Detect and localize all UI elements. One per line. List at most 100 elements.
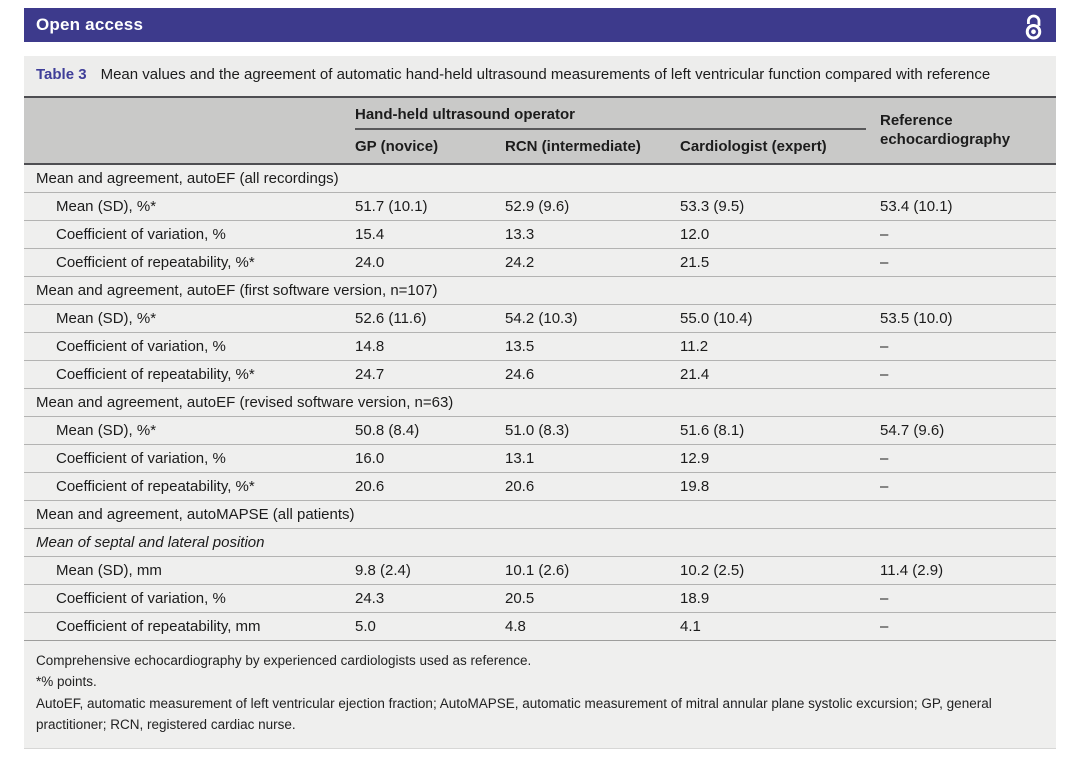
row-label: Mean (SD), mm — [56, 561, 162, 579]
column-header-gp: GP (novice) — [355, 137, 439, 155]
row-value: 12.0 — [680, 225, 710, 243]
table-row: Coefficient of variation, % 24.3 20.5 18.9 – — [24, 585, 1056, 613]
row-value: 24.6 — [505, 365, 535, 383]
row-value: 14.8 — [355, 337, 385, 355]
row-value: 4.1 — [680, 617, 701, 635]
row-value: 53.4 (10.1) — [880, 197, 953, 215]
row-value: – — [880, 365, 889, 383]
row-value: 13.1 — [505, 449, 535, 467]
row-label: Coefficient of variation, % — [56, 225, 226, 243]
row-label: Coefficient of variation, % — [56, 589, 226, 607]
column-header-rcn: RCN (intermediate) — [505, 137, 641, 155]
footnote-percent-points: *% points. — [36, 674, 97, 690]
row-value: – — [880, 253, 889, 271]
row-value: 51.6 (8.1) — [680, 421, 745, 439]
row-value: 55.0 (10.4) — [680, 309, 753, 327]
footnote-reference: Comprehensive echocardiography by experi… — [36, 652, 532, 668]
row-value: 5.0 — [355, 617, 376, 635]
row-value: – — [880, 589, 889, 607]
row-value: 24.7 — [355, 365, 385, 383]
column-header-reference: Reference echocardiography — [880, 111, 1011, 148]
row-value: 16.0 — [355, 449, 385, 467]
row-value: 54.7 (9.6) — [880, 421, 945, 439]
row-label: Mean (SD), %* — [56, 197, 157, 215]
row-value: 24.2 — [505, 253, 535, 271]
page: Open access Table 3 Mean values and the a… — [24, 8, 1056, 749]
row-value: 52.6 (11.6) — [355, 309, 427, 327]
table-caption-number: Table 3 — [36, 66, 87, 83]
row-value: 53.3 (9.5) — [680, 197, 745, 215]
row-value: 24.3 — [355, 589, 385, 607]
row-value: – — [880, 477, 889, 495]
row-value: – — [880, 337, 889, 355]
row-value: 53.5 (10.0) — [880, 309, 953, 327]
table-row: Coefficient of repeatability, %* 20.6 20.6… — [24, 473, 1056, 501]
row-label: Coefficient of repeatability, %* — [56, 365, 255, 383]
row-value: – — [880, 617, 889, 635]
row-label: Coefficient of variation, % — [56, 449, 226, 467]
row-value: 24.0 — [355, 253, 385, 271]
row-value: 10.1 (2.6) — [505, 561, 570, 579]
section-header-label: Mean and agreement, autoEF (all recordin… — [36, 169, 339, 187]
table-header: Hand-held ultrasound operator Reference … — [24, 97, 1056, 165]
row-value: 51.7 (10.1) — [355, 197, 428, 215]
row-value: 20.6 — [505, 477, 535, 495]
open-access-banner: Open access — [24, 8, 1056, 42]
section-header-row: Mean and agreement, autoEF (first softwa… — [24, 277, 1056, 305]
row-value: 15.4 — [355, 225, 385, 243]
row-value: 19.8 — [680, 477, 710, 495]
table-row: Mean (SD), %* 51.7 (10.1) 52.9 (9.6) 53.3 (… — [24, 193, 1056, 221]
row-value: 21.4 — [680, 365, 710, 383]
row-label: Mean (SD), %* — [56, 309, 157, 327]
row-value: 11.4 (2.9) — [880, 561, 944, 579]
row-label: Coefficient of repeatability, %* — [56, 477, 255, 495]
row-value: 51.0 (8.3) — [505, 421, 570, 439]
table-row: Coefficient of repeatability, %* 24.0 24.2… — [24, 249, 1056, 277]
row-value: 11.2 — [680, 337, 709, 355]
section-header-label: Mean and agreement, autoEF (first softwa… — [36, 281, 438, 299]
row-value: 18.9 — [680, 589, 710, 607]
open-access-icon — [1021, 10, 1046, 41]
section-header-row: Mean and agreement, autoEF (all recordin… — [24, 165, 1056, 193]
row-value: 20.5 — [505, 589, 535, 607]
row-value: 13.3 — [505, 225, 535, 243]
row-label: Coefficient of repeatability, mm — [56, 617, 261, 635]
row-value: 20.6 — [355, 477, 385, 495]
row-value: 50.8 (8.4) — [355, 421, 420, 439]
table-row: Coefficient of repeatability, mm 5.0 4.8 4.… — [24, 613, 1056, 641]
row-value: 54.2 (10.3) — [505, 309, 578, 327]
table-footnotes: Comprehensive echocardiography by experi… — [24, 640, 1056, 749]
section-header-label: Mean and agreement, autoMAPSE (all patie… — [36, 505, 355, 523]
banner-title: Open access — [36, 15, 144, 34]
table-row: Coefficient of repeatability, %* 24.7 24.6… — [24, 361, 1056, 389]
row-value: 52.9 (9.6) — [505, 197, 570, 215]
table-row: Coefficient of variation, % 15.4 13.3 12.0 – — [24, 221, 1056, 249]
table-body: Mean and agreement, autoEF (all recordin… — [24, 164, 1056, 641]
row-value: 21.5 — [680, 253, 710, 271]
column-header-cardiologist: Cardiologist (expert) — [680, 137, 827, 155]
row-value: – — [880, 449, 889, 467]
row-label: Coefficient of repeatability, %* — [56, 253, 255, 271]
table-caption-text: Mean values and the agreement of automat… — [100, 66, 991, 83]
section-header-row: Mean and agreement, autoMAPSE (all patie… — [24, 501, 1056, 529]
row-label: Mean (SD), %* — [56, 421, 157, 439]
group-header-label: Hand-held ultrasound operator — [355, 106, 866, 130]
row-value: 13.5 — [505, 337, 535, 355]
section-header-row: Mean and agreement, autoEF (revised soft… — [24, 389, 1056, 417]
group-header-cell: Hand-held ultrasound operator — [355, 103, 880, 134]
row-value: 10.2 (2.5) — [680, 561, 745, 579]
table-row: Mean (SD), %* 50.8 (8.4) 51.0 (8.3) 51.6 (8… — [24, 417, 1056, 445]
row-value: 9.8 (2.4) — [355, 561, 411, 579]
row-value: 12.9 — [680, 449, 710, 467]
table-caption: Table 3 Mean values and the agreement of … — [24, 56, 1056, 98]
table-row: Coefficient of variation, % 16.0 13.1 12.9 – — [24, 445, 1056, 473]
table-row: Mean (SD), %* 52.6 (11.6) 54.2 (10.3) 55.0 … — [24, 305, 1056, 333]
row-label: Coefficient of variation, % — [56, 337, 226, 355]
footnote-abbreviations: AutoEF, automatic measurement of left ve… — [36, 695, 992, 733]
table-row: Coefficient of variation, % 14.8 13.5 11.2 – — [24, 333, 1056, 361]
section-header-label: Mean and agreement, autoEF (revised soft… — [36, 393, 454, 411]
header-corner-cell — [24, 103, 355, 163]
row-value: 4.8 — [505, 617, 526, 635]
subsection-header-row: Mean of septal and lateral position — [24, 529, 1056, 557]
row-value: – — [880, 225, 889, 243]
